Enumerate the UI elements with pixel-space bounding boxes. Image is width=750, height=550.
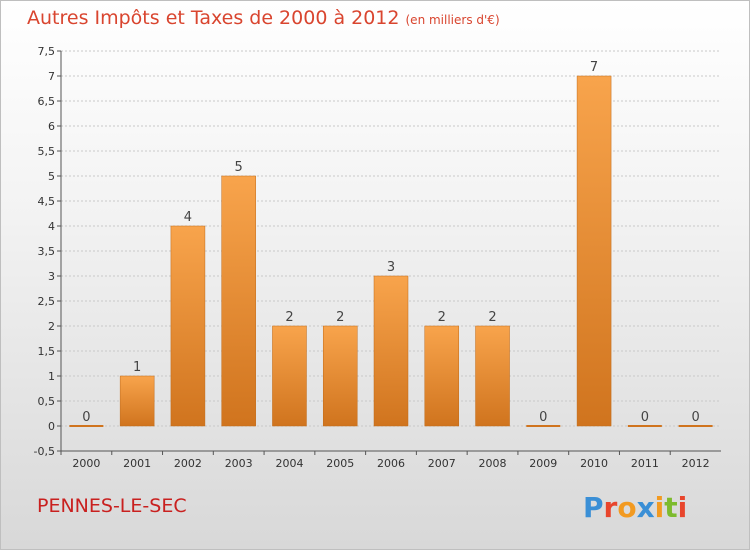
- bar-2002: [170, 225, 206, 427]
- data-label: 3: [387, 260, 395, 275]
- data-label: 1: [133, 360, 141, 375]
- bar-2007: [424, 325, 460, 427]
- x-tick-label: 2008: [479, 457, 507, 470]
- y-tick-label: 5: [48, 170, 55, 183]
- data-label: 4: [184, 210, 192, 225]
- y-tick-label: 3,5: [38, 245, 56, 258]
- y-tick-label: 1,5: [38, 345, 56, 358]
- y-tick-label: 2,5: [38, 295, 56, 308]
- y-tick-label: 0: [48, 420, 55, 433]
- data-label: 2: [336, 310, 344, 325]
- y-tick-label: 4,5: [38, 195, 56, 208]
- y-tick-label: 0,5: [38, 395, 56, 408]
- data-label: 2: [488, 310, 496, 325]
- y-tick-label: 4: [48, 220, 55, 233]
- x-tick-label: 2000: [72, 457, 100, 470]
- svg-text:Proxiti: Proxiti: [583, 491, 687, 524]
- bar-2003: [221, 175, 256, 427]
- x-tick-label: 2002: [174, 457, 202, 470]
- x-tick-label: 2006: [377, 457, 405, 470]
- data-label: 0: [691, 410, 699, 425]
- bar-2010: [576, 75, 612, 427]
- x-tick-label: 2010: [580, 457, 608, 470]
- bar-2005: [322, 325, 358, 427]
- x-tick-label: 2007: [428, 457, 456, 470]
- y-tick-label: 3: [48, 270, 55, 283]
- data-label: 0: [539, 410, 547, 425]
- data-label: 2: [438, 310, 446, 325]
- x-tick-label: 2005: [326, 457, 354, 470]
- data-label: 0: [641, 410, 649, 425]
- data-label: 0: [82, 410, 90, 425]
- y-tick-label: 7: [48, 70, 55, 83]
- x-tick-label: 2011: [631, 457, 659, 470]
- y-tick-label: 7,5: [38, 45, 56, 58]
- bar-2004: [272, 325, 307, 427]
- commune-name: PENNES-LE-SEC: [37, 495, 187, 517]
- chart-title-text: Autres Impôts et Taxes de 2000 à 2012: [27, 7, 400, 29]
- y-tick-label: 6: [48, 120, 55, 133]
- x-tick-label: 2012: [682, 457, 710, 470]
- bar-2008: [475, 325, 510, 427]
- bar-2001: [119, 375, 155, 427]
- y-tick-label: -0,5: [34, 445, 55, 458]
- y-tick-label: 5,5: [38, 145, 56, 158]
- x-tick-label: 2003: [225, 457, 253, 470]
- bar-2006: [373, 275, 409, 427]
- y-tick-label: 2: [48, 320, 55, 333]
- data-label: 7: [590, 60, 598, 75]
- data-label: 5: [235, 160, 243, 175]
- chart-subtitle: (en milliers d'€): [405, 13, 500, 27]
- x-tick-label: 2001: [123, 457, 151, 470]
- x-tick-label: 2009: [529, 457, 557, 470]
- proxiti-logo: Proxiti: [583, 491, 687, 524]
- y-tick-label: 1: [48, 370, 55, 383]
- x-tick-label: 2004: [275, 457, 303, 470]
- chart-title: Autres Impôts et Taxes de 2000 à 2012 (en…: [27, 7, 500, 29]
- y-tick-label: 6,5: [38, 95, 56, 108]
- data-label: 2: [285, 310, 293, 325]
